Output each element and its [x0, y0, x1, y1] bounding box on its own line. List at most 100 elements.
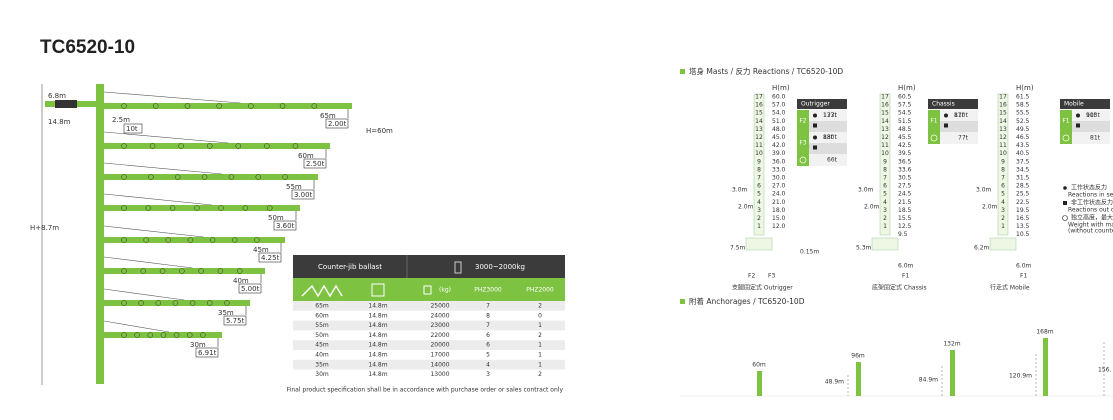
table-cell: 25000 — [430, 303, 449, 310]
level-number: 4 — [1001, 199, 1005, 206]
height-value: 42.5 — [898, 142, 912, 149]
jib-length: 35m — [218, 309, 234, 317]
table-subheader — [293, 278, 565, 301]
jib-length: 55m — [286, 183, 302, 191]
jib-joint — [121, 237, 127, 243]
jib-joint — [264, 143, 270, 149]
table-row — [293, 350, 565, 360]
weight-icon — [423, 285, 432, 295]
level-number: 17 — [755, 94, 763, 101]
level-number: 1 — [757, 223, 761, 230]
jib-joint — [121, 300, 127, 306]
height-value: 21.5 — [898, 199, 912, 206]
reaction-value: 137t — [823, 112, 837, 119]
marker-square — [1076, 123, 1080, 128]
level-number: 12 — [755, 134, 763, 141]
jib-joint — [266, 205, 273, 211]
height-value: 45.5 — [898, 134, 912, 141]
height-value: 33.6 — [898, 166, 912, 173]
height-value: 27.5 — [898, 183, 912, 190]
jib-joint — [217, 268, 224, 274]
h-label: H(m) — [1016, 84, 1034, 92]
section-marker — [680, 69, 685, 74]
panel-row — [940, 132, 978, 144]
weight-cell — [1060, 132, 1072, 144]
legend-label: Reactions in serv — [1068, 192, 1113, 199]
footnote: Final product specification shall be in … — [287, 387, 564, 394]
height-value: 15.5 — [898, 215, 912, 222]
jib — [104, 103, 352, 109]
panel-row — [809, 132, 847, 143]
jib-length: 60m — [298, 152, 314, 160]
level-number: 15 — [999, 110, 1007, 117]
table-cell: 14.8m — [368, 342, 387, 349]
legend-label: (without counter- — [1068, 228, 1113, 235]
height-value: 60.5 — [898, 94, 912, 101]
height-value: 25.5 — [1016, 191, 1030, 198]
jib-joint — [311, 103, 318, 109]
level-number: 5 — [883, 191, 887, 198]
height-value: 42.0 — [772, 142, 786, 149]
level-number: 9 — [883, 158, 887, 165]
table-cell: 20000 — [430, 342, 449, 349]
jib-joint — [201, 174, 208, 180]
legend-label: Reactions out of — [1068, 207, 1113, 214]
anchorage-bar — [856, 362, 861, 396]
jib-load: 6.91t — [198, 349, 217, 357]
jib-joint — [179, 268, 185, 274]
jib-joint — [206, 143, 213, 149]
level-number: 4 — [883, 199, 887, 206]
jib-joint — [216, 103, 222, 109]
page-title: TC6520-10 — [40, 37, 135, 58]
jib-joint — [160, 332, 167, 338]
level-number: 12 — [999, 134, 1007, 141]
height-value: 45.0 — [772, 134, 786, 141]
panel-header — [1060, 99, 1110, 109]
panel-row — [1072, 110, 1110, 121]
level-number: 7 — [883, 175, 887, 182]
level-number: 14 — [755, 118, 763, 125]
level-number: 11 — [999, 142, 1007, 149]
anchorage-bar — [1043, 338, 1048, 396]
jib-joint — [236, 268, 243, 274]
height-value: 24.0 — [772, 191, 786, 198]
level-number: 6 — [1001, 183, 1005, 190]
mast-stack — [753, 93, 765, 236]
table-row — [293, 310, 565, 321]
level-number: 11 — [755, 142, 763, 149]
panel-row — [1072, 132, 1110, 144]
jib-joint — [186, 332, 193, 338]
force-cell — [797, 132, 809, 154]
base — [745, 237, 773, 251]
panel-name: Chassis — [932, 101, 955, 108]
dimension-label: 3.0m — [858, 187, 874, 194]
level-number: 10 — [999, 150, 1007, 157]
jib-joint — [147, 332, 154, 338]
table-row — [293, 320, 565, 331]
tower-mast — [96, 84, 104, 384]
table-header — [293, 255, 565, 278]
level-number: 10 — [881, 150, 889, 157]
tie-bar — [103, 91, 241, 104]
section-title: 塔身 Masts / 反力 Reactions / TC6520-10D — [689, 66, 843, 76]
force-label: F3 — [799, 140, 806, 147]
table-row — [293, 359, 565, 370]
height-value: 48.0 — [772, 126, 786, 133]
jib — [104, 205, 300, 211]
jib-joint — [235, 143, 242, 149]
height-value: 40.5 — [1016, 150, 1030, 157]
level-number: 8 — [883, 166, 887, 173]
dimension-label: 3.0m — [732, 187, 748, 194]
jib-load: 2.50t — [306, 160, 325, 168]
anchorage-height: 60m — [752, 362, 766, 369]
jib-load: 2.00t — [328, 120, 347, 128]
force-label: F2 — [748, 273, 755, 280]
jib-load: 5.75t — [226, 317, 245, 325]
force-cell — [1060, 110, 1072, 132]
anchorage-height: 132m — [943, 341, 960, 348]
level-number: 16 — [999, 102, 1007, 109]
jib-joint — [121, 103, 127, 109]
jib-joint — [198, 268, 204, 274]
base — [871, 237, 899, 251]
weight-icon — [1062, 134, 1070, 142]
